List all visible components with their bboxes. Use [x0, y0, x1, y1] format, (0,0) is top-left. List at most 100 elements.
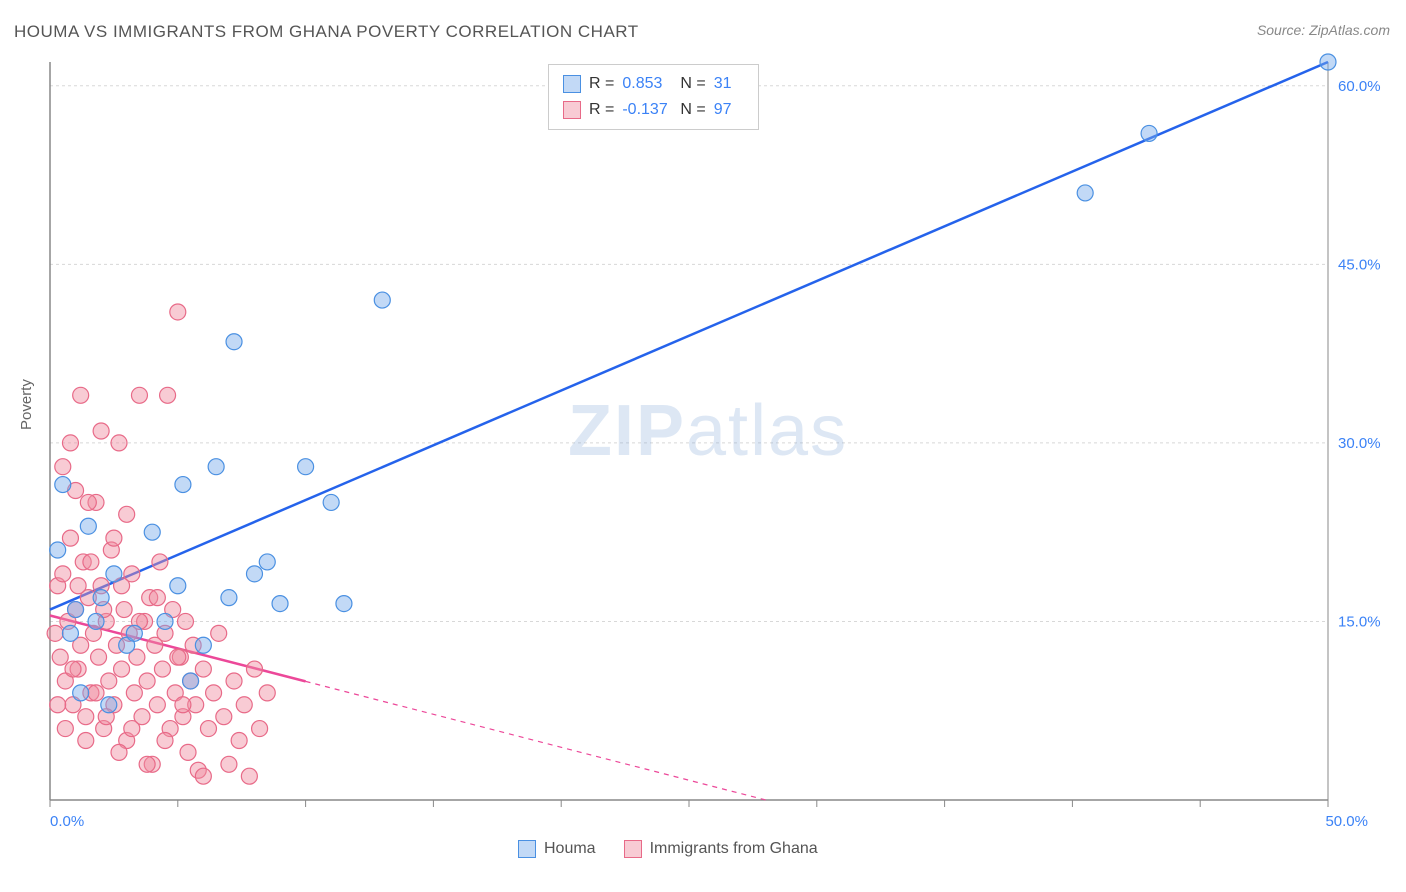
legend-row: R =0.853N =31 [563, 71, 744, 97]
series-legend: Houma Immigrants from Ghana [518, 840, 818, 858]
data-point [195, 637, 211, 653]
data-point [62, 435, 78, 451]
data-point [80, 494, 96, 510]
scatter-chart: 15.0% 30.0% 45.0% 60.0% 0.0% 50.0% [48, 60, 1378, 830]
data-point [259, 685, 275, 701]
data-point [101, 673, 117, 689]
data-point [226, 334, 242, 350]
legend-swatch [518, 840, 536, 858]
y-tick-label: 45.0% [1338, 256, 1381, 273]
data-point [139, 673, 155, 689]
data-point [236, 697, 252, 713]
y-tick-label: 30.0% [1338, 435, 1381, 452]
correlation-legend: R =0.853N =31R =-0.137N =97 [548, 64, 759, 130]
x-tick-label: 50.0% [1325, 813, 1368, 830]
plot-area: 15.0%30.0%45.0%60.0%0.0%50.0% ZIPatlas R… [48, 60, 1378, 830]
data-point [62, 530, 78, 546]
data-point [216, 709, 232, 725]
legend-n-label: N = [680, 101, 705, 119]
data-point [259, 554, 275, 570]
source-attribution: Source: ZipAtlas.com [1257, 22, 1390, 38]
data-point [126, 625, 142, 641]
data-point [93, 423, 109, 439]
data-point [211, 625, 227, 641]
regression-line-dashed-immigrants-from-ghana [306, 681, 766, 800]
legend-r-label: R = [589, 75, 614, 93]
data-point [177, 613, 193, 629]
x-tick-label: 0.0% [50, 813, 84, 830]
data-point [157, 732, 173, 748]
data-point [73, 387, 89, 403]
data-point [157, 613, 173, 629]
data-point [336, 596, 352, 612]
data-point [106, 566, 122, 582]
y-tick-label: 60.0% [1338, 78, 1381, 95]
data-point [241, 768, 257, 784]
data-point [139, 756, 155, 772]
data-point [154, 661, 170, 677]
data-point [57, 721, 73, 737]
regression-line-houma [50, 62, 1328, 610]
data-point [208, 459, 224, 475]
data-point [62, 625, 78, 641]
data-point [114, 661, 130, 677]
data-point [175, 697, 191, 713]
chart-title: HOUMA VS IMMIGRANTS FROM GHANA POVERTY C… [14, 22, 639, 42]
legend-item: Immigrants from Ghana [624, 840, 818, 858]
data-point [200, 721, 216, 737]
data-point [231, 732, 247, 748]
legend-item: Houma [518, 840, 596, 858]
data-point [88, 613, 104, 629]
data-point [70, 578, 86, 594]
data-point [50, 542, 66, 558]
data-point [65, 661, 81, 677]
data-point [170, 578, 186, 594]
data-point [55, 477, 71, 493]
legend-swatch [563, 75, 581, 93]
data-point [374, 292, 390, 308]
data-point [106, 530, 122, 546]
data-point [221, 756, 237, 772]
data-point [149, 590, 165, 606]
data-point [272, 596, 288, 612]
data-point [111, 435, 127, 451]
data-point [175, 477, 191, 493]
legend-r-label: R = [589, 101, 614, 119]
data-point [68, 602, 84, 618]
data-point [221, 590, 237, 606]
data-point [124, 721, 140, 737]
y-axis-label: Poverty [18, 379, 35, 430]
data-point [226, 673, 242, 689]
chart-container: HOUMA VS IMMIGRANTS FROM GHANA POVERTY C… [0, 0, 1406, 892]
data-point [206, 685, 222, 701]
data-point [88, 685, 104, 701]
data-point [116, 602, 132, 618]
data-point [73, 685, 89, 701]
data-point [78, 732, 94, 748]
data-point [93, 590, 109, 606]
data-point [195, 661, 211, 677]
legend-r-value: -0.137 [622, 101, 672, 119]
data-point [246, 566, 262, 582]
legend-n-label: N = [680, 75, 705, 93]
data-point [149, 697, 165, 713]
data-point [246, 661, 262, 677]
data-point [83, 554, 99, 570]
y-tick-label: 15.0% [1338, 613, 1381, 630]
legend-label: Immigrants from Ghana [650, 840, 818, 858]
legend-row: R = -0.137 N = 97 [563, 97, 744, 123]
data-point [131, 387, 147, 403]
data-point [1077, 185, 1093, 201]
data-point [152, 554, 168, 570]
data-point [47, 625, 63, 641]
data-point [78, 709, 94, 725]
data-point [119, 506, 135, 522]
data-point [111, 744, 127, 760]
data-point [323, 494, 339, 510]
legend-n-value: 97 [714, 101, 744, 119]
data-point [1141, 125, 1157, 141]
data-point [170, 304, 186, 320]
data-point [91, 649, 107, 665]
legend-label: Houma [544, 840, 596, 858]
data-point [195, 768, 211, 784]
